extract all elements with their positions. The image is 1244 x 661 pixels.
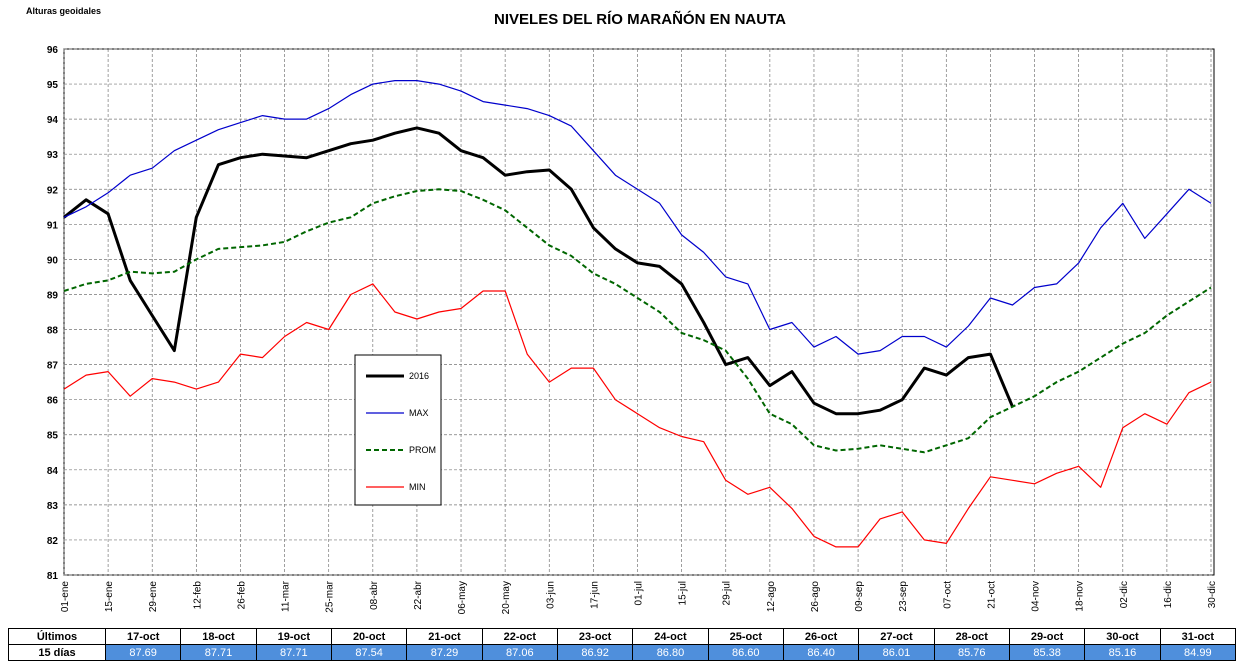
y-tick-label: 90 bbox=[47, 255, 59, 266]
x-tick-label: 03-jun bbox=[545, 581, 556, 609]
x-tick-label: 26-ago bbox=[810, 581, 821, 613]
table-header-cell: 20-oct bbox=[330, 628, 408, 645]
table-header-cell: Últimos bbox=[8, 628, 106, 645]
table-header-cell: 19-oct bbox=[255, 628, 332, 645]
x-tick-label: 12-feb bbox=[192, 581, 203, 610]
x-tick-label: 29-ene bbox=[148, 581, 159, 613]
table-row: Últimos 17-oct 18-oct 19-oct 20-oct 21-oct 22-… bbox=[8, 628, 1237, 645]
legend-label: PROM bbox=[409, 445, 436, 455]
y-tick-label: 89 bbox=[47, 290, 59, 301]
plot-frame bbox=[63, 48, 1215, 576]
legend-box bbox=[354, 354, 442, 506]
x-tick-label: 02-dic bbox=[1119, 581, 1130, 608]
x-tick-label: 16-dic bbox=[1163, 581, 1174, 608]
table-header-cell: 26-oct bbox=[782, 628, 860, 645]
y-tick-label: 95 bbox=[47, 80, 59, 91]
table-header-cell: 23-oct bbox=[556, 628, 634, 645]
x-tick-label: 29-jul bbox=[722, 581, 733, 605]
x-tick-label: 25-mar bbox=[325, 580, 336, 612]
table-cell: 86.92 bbox=[556, 644, 634, 661]
x-tick-label: 21-oct bbox=[986, 581, 997, 609]
y-tick-label: 84 bbox=[47, 466, 59, 477]
y-tick-label: 92 bbox=[47, 185, 59, 196]
y-tick-label: 91 bbox=[47, 220, 59, 231]
table-cell: 87.69 bbox=[104, 644, 182, 661]
legend-label: MIN bbox=[409, 482, 426, 492]
x-tick-label: 06-may bbox=[457, 581, 468, 614]
table-cell: 87.71 bbox=[255, 644, 332, 661]
x-tick-label: 22-abr bbox=[413, 580, 424, 610]
y-tick-label: 88 bbox=[47, 326, 59, 337]
x-tick-label: 12-ago bbox=[766, 581, 777, 613]
x-tick-label: 04-nov bbox=[1031, 581, 1042, 612]
table-header-cell: 18-oct bbox=[180, 628, 257, 645]
x-tick-label: 23-sep bbox=[898, 581, 909, 612]
x-tick-label: 17-jun bbox=[589, 581, 600, 609]
series-line bbox=[63, 283, 1212, 548]
x-tick-label: 11-mar bbox=[281, 580, 292, 612]
table-cell: 87.71 bbox=[180, 644, 257, 661]
y-tick-label: 86 bbox=[47, 396, 59, 407]
y-tick-label: 87 bbox=[47, 361, 59, 372]
x-tick-label: 15-jul bbox=[678, 581, 689, 605]
y-tick-label: 93 bbox=[47, 150, 59, 161]
table-header-cell: 17-oct bbox=[104, 628, 182, 645]
y-tick-label: 82 bbox=[47, 536, 59, 547]
y-tick-label: 81 bbox=[47, 571, 59, 582]
table-cell: 85.16 bbox=[1084, 644, 1161, 661]
y-tick-label: 85 bbox=[47, 431, 59, 442]
table-cell: 15 días bbox=[8, 644, 106, 661]
table-cell: 85.76 bbox=[933, 644, 1010, 661]
y-tick-label: 96 bbox=[47, 45, 59, 56]
chart-title: NIVELES DEL RÍO MARAÑÓN EN NAUTA bbox=[494, 10, 786, 28]
series-line bbox=[63, 80, 1212, 355]
table-cell: 86.40 bbox=[782, 644, 860, 661]
x-tick-label: 07-oct bbox=[942, 581, 953, 609]
x-tick-label: 01-ene bbox=[60, 581, 71, 613]
table-cell: 87.54 bbox=[330, 644, 408, 661]
table-cell: 86.60 bbox=[707, 644, 784, 661]
table-header-cell: 31-oct bbox=[1159, 628, 1237, 645]
table-header-cell: 21-oct bbox=[406, 628, 483, 645]
series-line bbox=[63, 188, 1212, 454]
x-tick-label: 30-dic bbox=[1207, 581, 1218, 608]
table-header-cell: 29-oct bbox=[1008, 628, 1086, 645]
chart: Alturas geoidales NIVELES DEL RÍO MARAÑÓ… bbox=[26, 6, 1218, 614]
x-tick-label: 18-nov bbox=[1075, 581, 1086, 612]
y-tick-label: 83 bbox=[47, 501, 59, 512]
table-cell: 86.01 bbox=[858, 644, 935, 661]
x-tick-label: 09-sep bbox=[854, 581, 865, 612]
y-tick-label: 94 bbox=[47, 115, 59, 126]
table-header-cell: 27-oct bbox=[858, 628, 935, 645]
y-axis-label: Alturas geoidales bbox=[26, 6, 101, 16]
x-tick-label: 01-jul bbox=[634, 581, 645, 605]
legend-label: MAX bbox=[409, 408, 429, 418]
table-header-cell: 25-oct bbox=[707, 628, 784, 645]
x-tick-label: 26-feb bbox=[236, 581, 247, 610]
table-cell: 86.80 bbox=[632, 644, 709, 661]
series-line bbox=[63, 126, 1014, 416]
table-header-cell: 28-oct bbox=[933, 628, 1010, 645]
table-header-cell: 22-oct bbox=[481, 628, 558, 645]
table-cell: 87.29 bbox=[406, 644, 483, 661]
data-table: Últimos 17-oct 18-oct 19-oct 20-oct 21-oct 22-… bbox=[8, 628, 1237, 661]
x-tick-label: 08-abr bbox=[369, 580, 380, 610]
legend-label: 2016 bbox=[409, 371, 429, 381]
x-tick-label: 15-ene bbox=[104, 581, 115, 613]
table-header-cell: 24-oct bbox=[632, 628, 709, 645]
table-cell: 87.06 bbox=[481, 644, 558, 661]
table-row: 15 días 87.69 87.71 87.71 87.54 87.29 87.06 86.… bbox=[8, 644, 1237, 661]
table-cell: 84.99 bbox=[1159, 644, 1237, 661]
table-cell: 85.38 bbox=[1008, 644, 1086, 661]
table-header-cell: 30-oct bbox=[1084, 628, 1161, 645]
x-tick-label: 20-may bbox=[501, 581, 512, 614]
